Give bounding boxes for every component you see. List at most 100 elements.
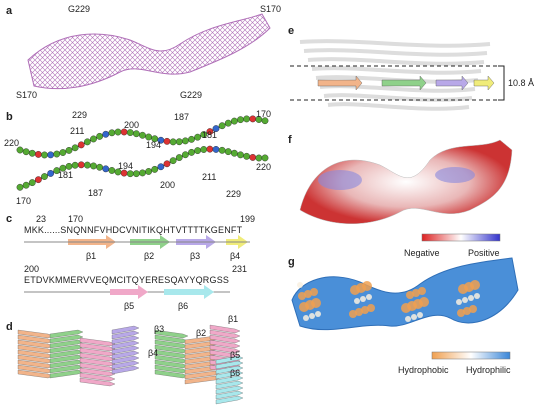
atom [145,168,153,175]
strand-label: β2 [144,251,154,261]
atom [132,170,140,178]
panel-label: e [288,25,294,37]
strand-label: β1 [86,251,96,261]
atom [96,132,104,140]
atom [34,150,42,158]
patch [315,311,321,317]
strand-label: β4 [148,348,158,358]
strand-ribbon [209,329,241,339]
patch [417,312,423,318]
atom [243,115,251,123]
strand-ribbon [209,344,241,354]
atom [169,138,177,146]
panel-label: g [288,256,295,268]
residue-label: G229 [68,4,90,14]
atom [102,165,110,173]
strand-ribbon [111,335,140,345]
atom [77,141,85,149]
strand-label: β3 [190,251,200,261]
patch [405,316,411,322]
residue-label: S170 [16,90,37,100]
legend-label: Negative [404,248,440,258]
sequence: ETDVKMMERVVEQMCITQYERESQAYYQRGSS [24,275,229,285]
strand-ribbon [209,334,241,344]
background-strand [303,48,488,57]
atom [237,116,244,124]
atom [188,135,195,143]
atom [188,148,195,156]
panel-label: c [6,213,12,225]
atomic-model [16,115,269,191]
strand-label: β6 [230,368,240,378]
strand-ribbon [111,355,140,365]
patch [474,293,480,299]
legend-label: Hydrophobic [398,365,449,375]
strand-label: β3 [154,324,164,334]
atom [22,181,30,189]
strand-ribbon [49,329,84,339]
atom [237,151,244,159]
residue-number: 170 [16,196,31,206]
atom [47,151,55,159]
atom [194,133,202,141]
strand-ribbon [215,380,244,390]
strand-label: β5 [124,301,134,311]
residue-number: 187 [174,112,189,122]
atom [34,176,42,184]
atom [157,163,165,171]
background-strand [323,93,473,102]
atom [163,137,171,145]
panel-label: f [288,134,292,146]
atom [181,151,189,159]
atom [71,161,79,169]
sequence-number: 200 [24,264,39,274]
patch [362,281,372,291]
atom [200,146,208,153]
residue-number: 200 [124,120,139,130]
strand [317,75,363,91]
patch [303,315,309,321]
strand-label: β4 [230,251,240,261]
atom [114,128,122,136]
strand-ribbon [215,355,244,365]
atom [163,160,171,168]
background-strand [327,102,470,111]
atom [41,151,48,159]
sequence-number: 199 [240,214,255,224]
residue-number: 181 [58,170,73,180]
atom [218,122,226,130]
strand-ribbon [184,375,221,385]
atom [90,135,97,143]
atom [65,162,73,170]
atom [212,146,220,153]
atom [59,164,67,172]
atom [249,115,257,123]
strand-ribbon [184,370,221,380]
strand-ribbon [209,339,241,349]
atom [108,167,116,174]
atom [261,154,269,162]
strand-ribbon [215,385,244,395]
panel-label: d [6,321,13,333]
strand-ribbon [79,377,116,387]
patch [468,295,474,301]
residue-label: S170 [260,4,281,14]
strand-label: β6 [178,301,188,311]
residue-label: G229 [180,90,202,100]
patch [354,298,360,304]
atom [249,154,257,161]
strand-arrow [164,285,214,299]
strand [473,75,495,91]
strand-ribbon [111,360,140,370]
atom [132,130,140,138]
atom [139,131,146,139]
sequence-number: 170 [68,214,83,224]
sequence-number: 231 [232,264,247,274]
background-strand [307,57,485,66]
residue-number: 194 [118,161,133,171]
atom [126,129,134,136]
residue-number: 187 [88,188,103,198]
atom [151,165,159,173]
strand-ribbon [154,329,189,339]
